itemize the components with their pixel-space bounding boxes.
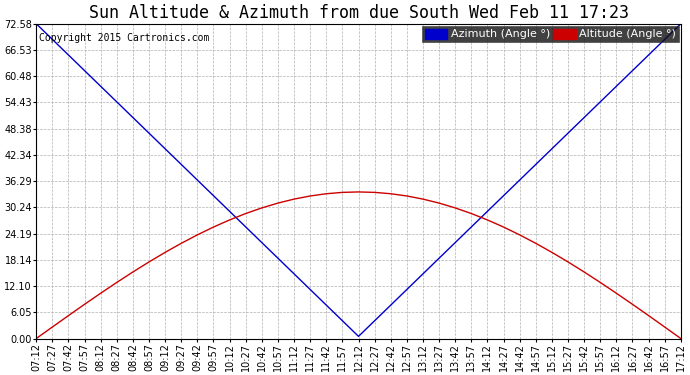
Text: Copyright 2015 Cartronics.com: Copyright 2015 Cartronics.com bbox=[39, 33, 210, 43]
Title: Sun Altitude & Azimuth from due South Wed Feb 11 17:23: Sun Altitude & Azimuth from due South We… bbox=[88, 4, 629, 22]
Legend: Azimuth (Angle °), Altitude (Angle °): Azimuth (Angle °), Altitude (Angle °) bbox=[422, 26, 678, 42]
